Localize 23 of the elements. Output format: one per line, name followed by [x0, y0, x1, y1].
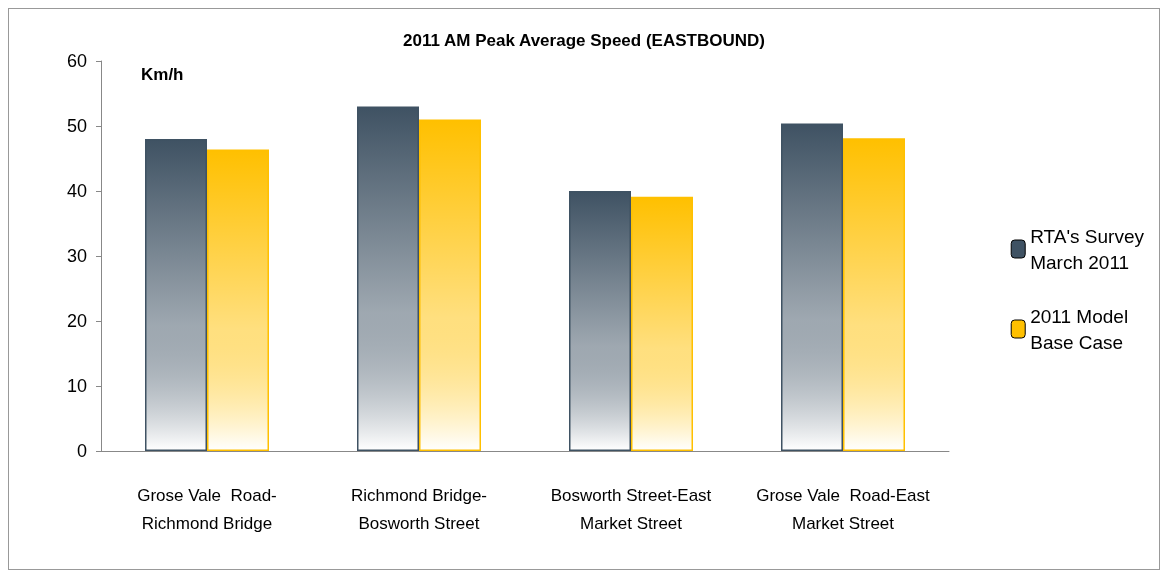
bar — [843, 138, 905, 451]
y-tick-label: 20 — [66, 311, 87, 331]
legend-label: 2011 Model Base Case — [1030, 305, 1129, 353]
y-tick-label: 10 — [66, 376, 87, 396]
legend-label: RTA's Survey March 2011 — [1030, 225, 1145, 273]
y-tick-label: 50 — [66, 116, 87, 136]
x-tick-label: Grose Vale Road-East Market Street — [756, 485, 931, 533]
y-axis-title: Km/h — [141, 65, 184, 84]
bar — [419, 119, 481, 451]
x-tick-label: Bosworth Street-East Market Street — [550, 485, 712, 533]
y-tick-label: 60 — [66, 51, 87, 71]
y-tick-label: 0 — [76, 441, 87, 461]
bar — [631, 196, 693, 451]
bar — [781, 123, 843, 451]
bar — [357, 106, 419, 451]
bar — [207, 149, 269, 451]
y-tick-label: 30 — [66, 246, 87, 266]
bar — [145, 139, 207, 451]
x-tick-label: Grose Vale Road- Richmond Bridge — [137, 485, 277, 533]
x-tick-label: Richmond Bridge- Bosworth Street — [350, 485, 488, 533]
chart-title: 2011 AM Peak Average Speed (EASTBOUND) — [403, 31, 765, 50]
bar — [569, 191, 631, 451]
y-tick-label: 40 — [66, 181, 87, 201]
